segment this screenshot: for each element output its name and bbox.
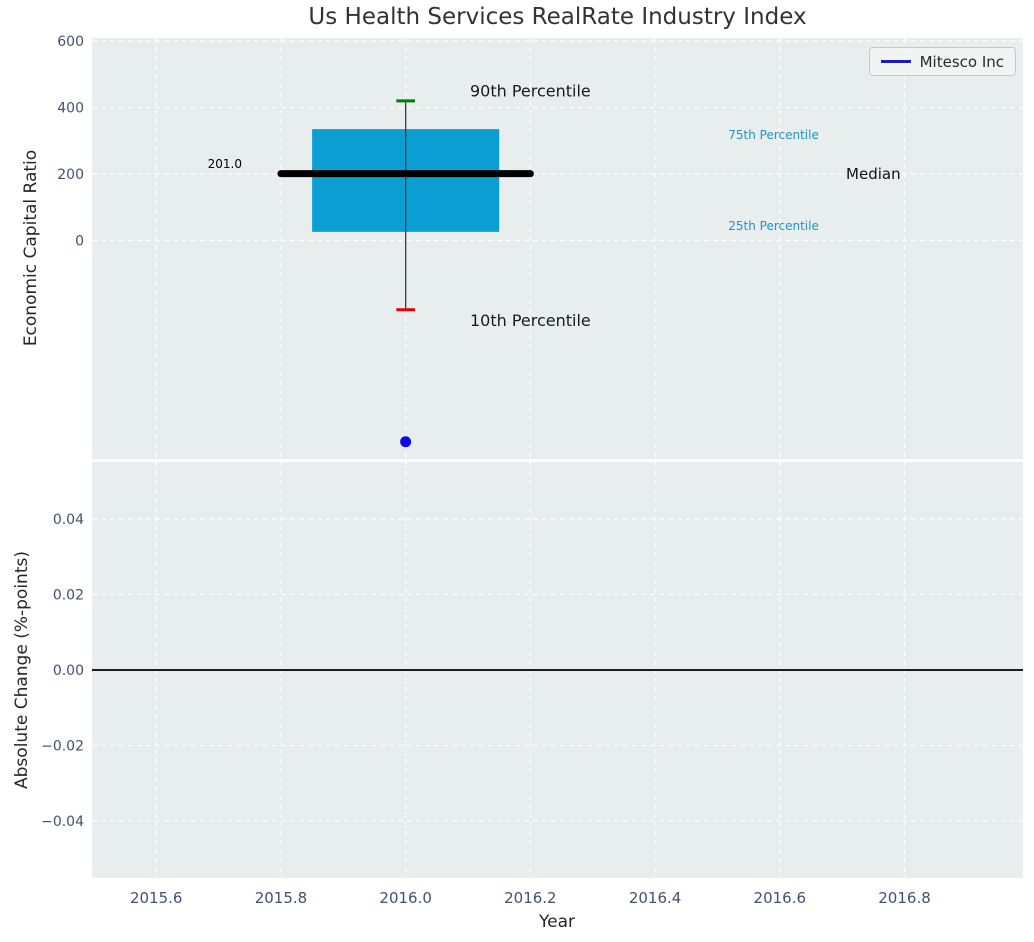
annotation: 201.0: [208, 157, 242, 171]
y-tick-label: −0.04: [41, 814, 84, 830]
x-tick-label: 2016.2: [504, 889, 557, 907]
x-tick-label: 2015.8: [255, 889, 308, 907]
x-axis-label: Year: [539, 912, 575, 932]
bottom-y-axis-label: Absolute Change (%-points): [12, 551, 32, 789]
legend-line-swatch: [880, 60, 911, 63]
y-tick-label: 0.02: [53, 588, 84, 604]
y-tick-label: 600: [57, 34, 84, 50]
annotation: Median: [846, 165, 901, 183]
y-tick-label: 0: [75, 234, 84, 250]
annotation: 90th Percentile: [470, 81, 591, 100]
chart-title: Us Health Services RealRate Industry Ind…: [308, 4, 807, 30]
annotation: 75th Percentile: [728, 128, 819, 142]
data-point-mitesco: [400, 436, 412, 448]
top-y-axis-label: Economic Capital Ratio: [21, 149, 41, 347]
legend-label: Mitesco Inc: [919, 52, 1004, 71]
y-tick-label: 400: [57, 101, 84, 117]
y-tick-label: 0.00: [53, 663, 84, 679]
x-tick-label: 2015.6: [130, 889, 183, 907]
annotation: 10th Percentile: [470, 311, 591, 330]
x-tick-label: 2016.4: [629, 889, 682, 907]
y-tick-label: 0.04: [53, 512, 84, 528]
x-tick-label: 2016.8: [878, 889, 931, 907]
annotation: 25th Percentile: [728, 219, 819, 233]
legend: Mitesco Inc: [868, 47, 1016, 76]
x-tick-label: 2016.6: [754, 889, 807, 907]
y-tick-label: −0.02: [41, 738, 84, 754]
x-tick-label: 2016.0: [379, 889, 432, 907]
top-axes-bg: [92, 38, 1023, 459]
y-tick-label: 200: [57, 167, 84, 183]
